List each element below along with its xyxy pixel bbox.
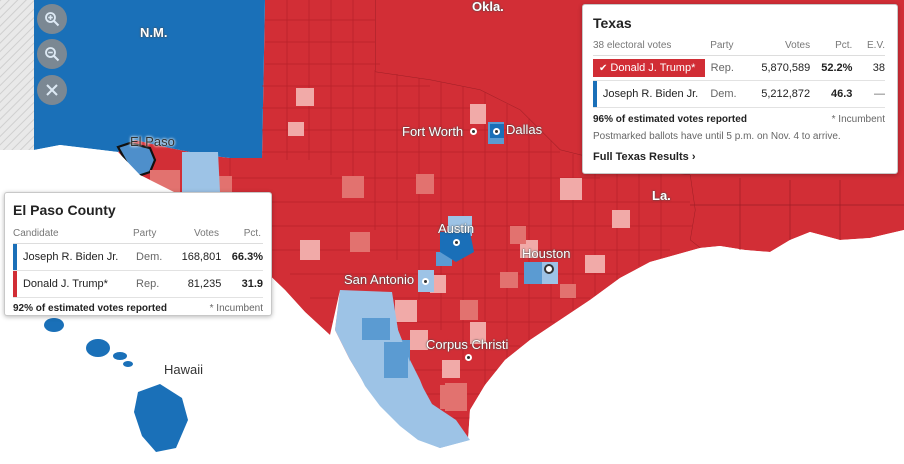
header-votes: Votes [193,228,219,239]
louisiana-lines [690,178,904,250]
close-icon [46,84,58,96]
candidate-votes: 5,870,589 [761,62,811,74]
candidate-pct: 31.9 [241,278,263,290]
header-pct: Pct. [835,40,853,51]
panel-title: El Paso County [13,202,116,218]
zoom-out-button[interactable] [37,39,67,69]
label-san-antonio[interactable]: San Antonio [344,272,415,287]
table-header: 38 electoral votes Party Votes Pct. E.V. [593,40,885,56]
label-el-paso[interactable]: El Paso [130,134,175,149]
texas-region [118,0,700,448]
county-results-panel: El Paso County Candidate Party Votes Pct… [4,192,272,316]
label-dallas[interactable]: Dallas [506,122,543,137]
incumbent-note: * Incumbent [831,114,885,125]
candidate-votes: 168,801 [181,251,222,263]
hawaii-islands [44,318,188,452]
austin-marker [453,239,460,246]
postmark-note: Postmarked ballots have until 5 p.m. on … [593,131,841,142]
table-row[interactable]: Joseph R. Biden Jr. Dem. 5,212,872 46.3 … [593,81,885,108]
party-color-bar [593,81,597,107]
candidate-party: Dem. [136,251,163,263]
label-fort-worth[interactable]: Fort Worth [402,124,464,139]
reported-text: 92% of estimated votes reported [13,303,167,314]
candidate-votes: 5,212,872 [761,88,811,100]
candidate-ev: — [874,88,885,100]
rio-grande-county-red [440,385,460,409]
corpus-christi-marker [465,354,472,361]
gulf-of-mexico [468,230,904,464]
full-results-link[interactable]: Full Texas Results › [593,151,696,163]
reported-row: 92% of estimated votes reported * Incumb… [13,303,263,314]
label-hawaii: Hawaii [164,362,204,377]
party-color-bar [13,271,17,297]
table-row[interactable]: Donald J. Trump* Rep. 81,235 31.9 [13,271,263,298]
fort-worth-marker [470,128,477,135]
table-header: Candidate Party Votes Pct. [13,228,263,244]
header-candidate: Candidate [13,228,59,239]
label-austin[interactable]: Austin [438,221,475,236]
candidate-ev: 38 [872,62,885,74]
zoom-in-icon [45,12,60,27]
reported-row: 96% of estimated votes reported * Incumb… [593,114,885,125]
candidate-party: Dem. [710,88,737,100]
header-party: Party [133,228,157,239]
new-mexico-region [34,0,265,158]
party-color-bar [13,244,17,270]
houston-marker [544,264,554,274]
candidate-name: Donald J. Trump* [22,278,108,290]
label-corpus-christi[interactable]: Corpus Christi [426,337,509,352]
label-la: La. [652,188,671,203]
texas-results-panel: Texas 38 electoral votes Party Votes Pct… [582,4,898,174]
candidate-party: Rep. [136,278,160,290]
zoom-in-button[interactable] [37,4,67,34]
label-okla: Okla. [472,0,504,14]
dallas-marker [493,128,500,135]
candidate-pct: 46.3 [830,88,853,100]
header-ev: E.V. [867,40,885,51]
reported-text: 96% of estimated votes reported [593,114,747,125]
candidate-pct: 66.3% [231,251,263,263]
checkmark-icon: ✔ [599,62,608,74]
candidate-name: Joseph R. Biden Jr. [22,251,119,263]
candidate-name: Joseph R. Biden Jr. [602,88,699,100]
label-houston[interactable]: Houston [522,246,571,261]
rio-grande-county-strong [384,342,408,378]
zoom-out-icon [45,47,60,62]
winner-name: ✔ Donald J. Trump* [593,59,705,77]
candidate-pct: 52.2% [821,62,853,74]
hatched-area [0,0,34,150]
candidate-name: Donald J. Trump* [610,62,696,74]
table-row[interactable]: ✔ Donald J. Trump* Rep. 5,870,589 52.2% … [593,56,885,81]
reset-button[interactable] [37,75,67,105]
header-party: Party [710,40,734,51]
rio-grande-county-medium [362,318,390,340]
table-row[interactable]: Joseph R. Biden Jr. Dem. 168,801 66.3% [13,244,263,271]
incumbent-note: * Incumbent [209,303,263,314]
header-votes: Votes [785,40,811,51]
candidate-votes: 81,235 [187,278,222,290]
louisiana-region [690,175,904,252]
header-electoral: 38 electoral votes [593,40,672,51]
panel-title: Texas [593,15,632,31]
san-antonio-marker [422,278,429,285]
candidate-party: Rep. [710,62,734,74]
label-nm: N.M. [140,25,168,40]
header-pct: Pct. [243,228,261,239]
